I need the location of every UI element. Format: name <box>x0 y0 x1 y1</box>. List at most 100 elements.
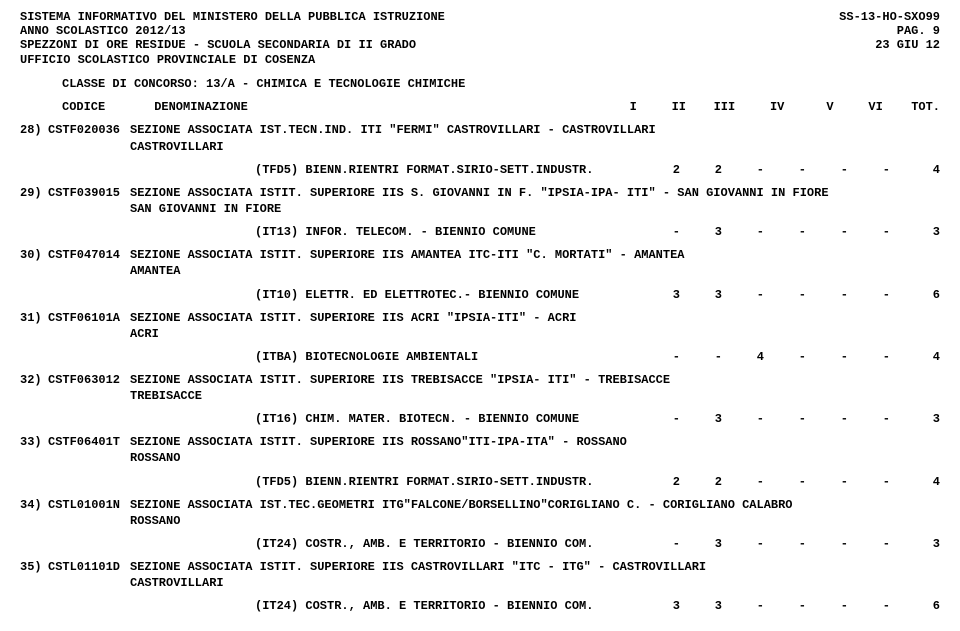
cell-iii: - <box>722 475 764 489</box>
table-row: 30)CSTF047014SEZIONE ASSOCIATA ISTIT. SU… <box>20 247 940 263</box>
row-course: (IT24) COSTR., AMB. E TERRITORIO - BIENN… <box>255 537 593 551</box>
row-course-line: (TFD5) BIENN.RIENTRI FORMAT.SIRIO-SETT.I… <box>20 163 940 177</box>
cell-i: 2 <box>638 163 680 177</box>
cell-ii: 2 <box>680 163 722 177</box>
cell-tot: 3 <box>890 225 940 239</box>
row-num: 31) <box>20 310 48 326</box>
cell-iii: - <box>722 163 764 177</box>
cell-iv: - <box>764 288 806 302</box>
row-num: 30) <box>20 247 48 263</box>
cell-ii: - <box>680 350 722 364</box>
class-line: CLASSE DI CONCORSO: 13/A - CHIMICA E TEC… <box>20 76 940 92</box>
row-course-line: (IT16) CHIM. MATER. BIOTECN. - BIENNIO C… <box>20 412 940 426</box>
cell-iii: - <box>722 599 764 613</box>
row-desc2: ROSSANO <box>130 450 180 466</box>
cell-i: - <box>638 225 680 239</box>
row-num: 29) <box>20 185 48 201</box>
header-line-2: ANNO SCOLASTICO 2012/13 PAG. 9 <box>20 24 940 38</box>
cell-tot: 3 <box>890 412 940 426</box>
cell-vi: - <box>848 225 890 239</box>
cell-iv: - <box>764 537 806 551</box>
cell-ii: 3 <box>680 537 722 551</box>
cell-v: - <box>806 475 848 489</box>
row-course-line: (IT24) COSTR., AMB. E TERRITORIO - BIENN… <box>20 599 940 613</box>
cell-vi: - <box>848 599 890 613</box>
col-codice: CODICE <box>62 100 147 114</box>
row-desc2-line: CASTROVILLARI <box>20 139 940 155</box>
cell-iv: - <box>764 412 806 426</box>
cell-iii: - <box>722 225 764 239</box>
row-num: 32) <box>20 372 48 388</box>
cell-v: - <box>806 163 848 177</box>
cell-tot: 6 <box>890 288 940 302</box>
column-headers: CODICE DENOMINAZIONE I II III IV V VI TO… <box>20 100 940 114</box>
table-row: 34)CSTL01001NSEZIONE ASSOCIATA IST.TEC.G… <box>20 497 940 513</box>
row-desc1: SEZIONE ASSOCIATA IST.TECN.IND. ITI "FER… <box>130 122 656 138</box>
col-iii: III <box>693 100 735 114</box>
col-ii: II <box>644 100 686 114</box>
col-denom: DENOMINAZIONE <box>154 100 248 114</box>
cell-ii: 3 <box>680 412 722 426</box>
cell-iv: - <box>764 163 806 177</box>
cell-iv: - <box>764 599 806 613</box>
row-desc1: SEZIONE ASSOCIATA ISTIT. SUPERIORE IIS S… <box>130 185 829 201</box>
cell-v: - <box>806 412 848 426</box>
cell-iii: - <box>722 288 764 302</box>
cell-ii: 2 <box>680 475 722 489</box>
row-desc2: TREBISACCE <box>130 388 202 404</box>
row-desc2: ROSSANO <box>130 513 180 529</box>
row-course-line: (IT24) COSTR., AMB. E TERRITORIO - BIENN… <box>20 537 940 551</box>
cell-v: - <box>806 225 848 239</box>
col-vi: VI <box>841 100 883 114</box>
row-desc2-line: ROSSANO <box>20 513 940 529</box>
row-desc1: SEZIONE ASSOCIATA ISTIT. SUPERIORE IIS R… <box>130 434 627 450</box>
header-right-3: 23 GIU 12 <box>875 38 940 52</box>
row-code: CSTF06101A <box>48 310 130 326</box>
row-course: (TFD5) BIENN.RIENTRI FORMAT.SIRIO-SETT.I… <box>255 163 593 177</box>
cell-vi: - <box>848 537 890 551</box>
row-code: CSTF039015 <box>48 185 130 201</box>
cell-v: - <box>806 288 848 302</box>
header-left-3: SPEZZONI DI ORE RESIDUE - SCUOLA SECONDA… <box>20 38 416 52</box>
cell-vi: - <box>848 350 890 364</box>
cell-vi: - <box>848 475 890 489</box>
header-left-1: SISTEMA INFORMATIVO DEL MINISTERO DELLA … <box>20 10 445 24</box>
col-iv: IV <box>742 100 784 114</box>
row-course: (IT24) COSTR., AMB. E TERRITORIO - BIENN… <box>255 599 593 613</box>
row-code: CSTF06401T <box>48 434 130 450</box>
row-desc2-line: AMANTEA <box>20 263 940 279</box>
row-desc1: SEZIONE ASSOCIATA ISTIT. SUPERIORE IIS T… <box>130 372 670 388</box>
row-course: (TFD5) BIENN.RIENTRI FORMAT.SIRIO-SETT.I… <box>255 475 593 489</box>
row-desc2-line: ROSSANO <box>20 450 940 466</box>
col-tot: TOT. <box>890 100 940 114</box>
row-desc2-line: ACRI <box>20 326 940 342</box>
row-course: (IT16) CHIM. MATER. BIOTECN. - BIENNIO C… <box>255 412 579 426</box>
cell-v: - <box>806 350 848 364</box>
cell-vi: - <box>848 412 890 426</box>
cell-iv: - <box>764 350 806 364</box>
cell-tot: 6 <box>890 599 940 613</box>
row-course-line: (IT10) ELETTR. ED ELETTROTEC.- BIENNIO C… <box>20 288 940 302</box>
row-desc2: CASTROVILLARI <box>130 575 224 591</box>
table-row: 33)CSTF06401TSEZIONE ASSOCIATA ISTIT. SU… <box>20 434 940 450</box>
cell-ii: 3 <box>680 225 722 239</box>
row-course: (ITBA) BIOTECNOLOGIE AMBIENTALI <box>255 350 478 364</box>
cell-iii: - <box>722 537 764 551</box>
row-code: CSTF063012 <box>48 372 130 388</box>
cell-i: 3 <box>638 288 680 302</box>
row-desc2-line: SAN GIOVANNI IN FIORE <box>20 201 940 217</box>
row-course-line: (ITBA) BIOTECNOLOGIE AMBIENTALI--4---4 <box>20 350 940 364</box>
table-row: 32)CSTF063012SEZIONE ASSOCIATA ISTIT. SU… <box>20 372 940 388</box>
rows-container: 28)CSTF020036SEZIONE ASSOCIATA IST.TECN.… <box>20 122 940 621</box>
cell-iv: - <box>764 475 806 489</box>
header-left-4: UFFICIO SCOLASTICO PROVINCIALE DI COSENZ… <box>20 52 315 68</box>
row-desc1: SEZIONE ASSOCIATA ISTIT. SUPERIORE IIS A… <box>130 247 685 263</box>
row-num: 35) <box>20 559 48 575</box>
row-desc2-line: TREBISACCE <box>20 388 940 404</box>
row-desc2: AMANTEA <box>130 263 180 279</box>
row-desc2: SAN GIOVANNI IN FIORE <box>130 201 281 217</box>
row-num: 34) <box>20 497 48 513</box>
row-course: (IT13) INFOR. TELECOM. - BIENNIO COMUNE <box>255 225 536 239</box>
table-row: 31)CSTF06101ASEZIONE ASSOCIATA ISTIT. SU… <box>20 310 940 326</box>
row-desc1: SEZIONE ASSOCIATA ISTIT. SUPERIORE IIS A… <box>130 310 576 326</box>
